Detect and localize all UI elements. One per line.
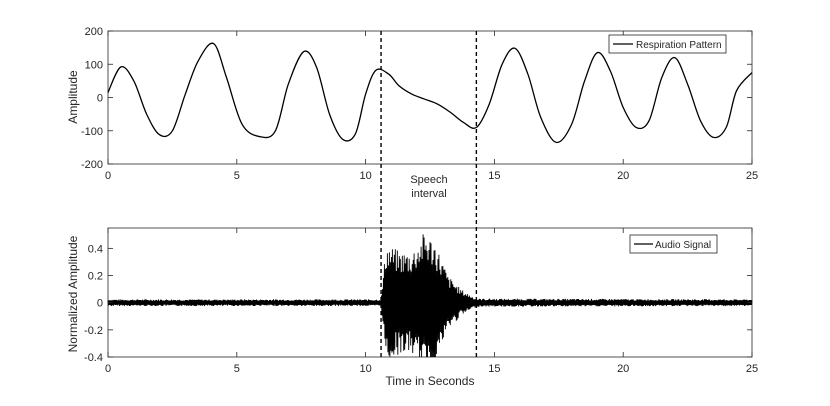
respiration-y-tick-label: -200 [81,159,103,171]
respiration-legend-label: Respiration Pattern [636,40,722,51]
audio-x-axis-label: Time in Seconds [386,374,475,388]
respiration-y-axis-label: Amplitude [66,70,80,124]
audio-x-tick-label: 0 [105,363,111,375]
respiration-y-tick-label: 100 [85,59,103,71]
respiration-legend-box [608,34,727,54]
audio-x-tick-label: 20 [617,363,629,375]
audio-legend: Audio Signal [629,234,718,254]
audio-x-tick-label: 15 [488,363,500,375]
audio-x-tick-label: 10 [359,363,371,375]
audio-y-axis-label: Normalized Amplitude [66,235,80,352]
respiration-y-tick-label: -100 [81,126,103,138]
respiration-x-tick-label: 0 [105,170,111,182]
respiration-x-tick-label: 15 [488,170,500,182]
respiration-x-tick-label: 25 [746,170,758,182]
respiration-pattern-line [107,42,753,144]
audio-y-tick-label: 0.4 [88,243,103,255]
audio-y-tick-label: 0.2 [88,271,103,283]
audio-y-tick-label: 0 [97,298,103,310]
respiration-x-tick-label: 20 [617,170,629,182]
respiration-y-tick-label: 200 [85,26,103,38]
audio-signal-line [107,234,753,358]
audio-legend-label: Audio Signal [655,240,711,251]
audio-y-tick-label: -0.4 [84,352,103,364]
respiration-axes: 0 5 10 15 20 25 200 100 0 -100 -200 Amplitude Res… [66,26,758,182]
audio-y-ticks: 0.4 0.2 0 -0.2 -0.4 [84,243,752,364]
audio-x-tick-label: 25 [746,363,758,375]
speech-interval-label-line1: Speech [410,174,447,186]
speech-interval-markers [380,31,478,357]
audio-legend-box [629,234,718,254]
audio-x-tick-label: 5 [234,363,240,375]
respiration-legend: Respiration Pattern [608,34,727,54]
speech-interval-label-line2: interval [411,188,446,200]
audio-x-ticks: 0 5 10 15 20 25 [105,228,758,375]
audio-y-tick-label: -0.2 [84,325,103,337]
respiration-x-tick-label: 10 [359,170,371,182]
respiration-y-ticks: 200 100 0 -100 -200 [81,26,752,171]
respiration-x-ticks: 0 5 10 15 20 25 [105,31,758,182]
respiration-x-tick-label: 5 [234,170,240,182]
respiration-y-tick-label: 0 [97,93,103,105]
audio-axes: 0 5 10 15 20 25 0.4 0.2 0 -0.2 -0.4 Normalized Am… [66,227,758,388]
